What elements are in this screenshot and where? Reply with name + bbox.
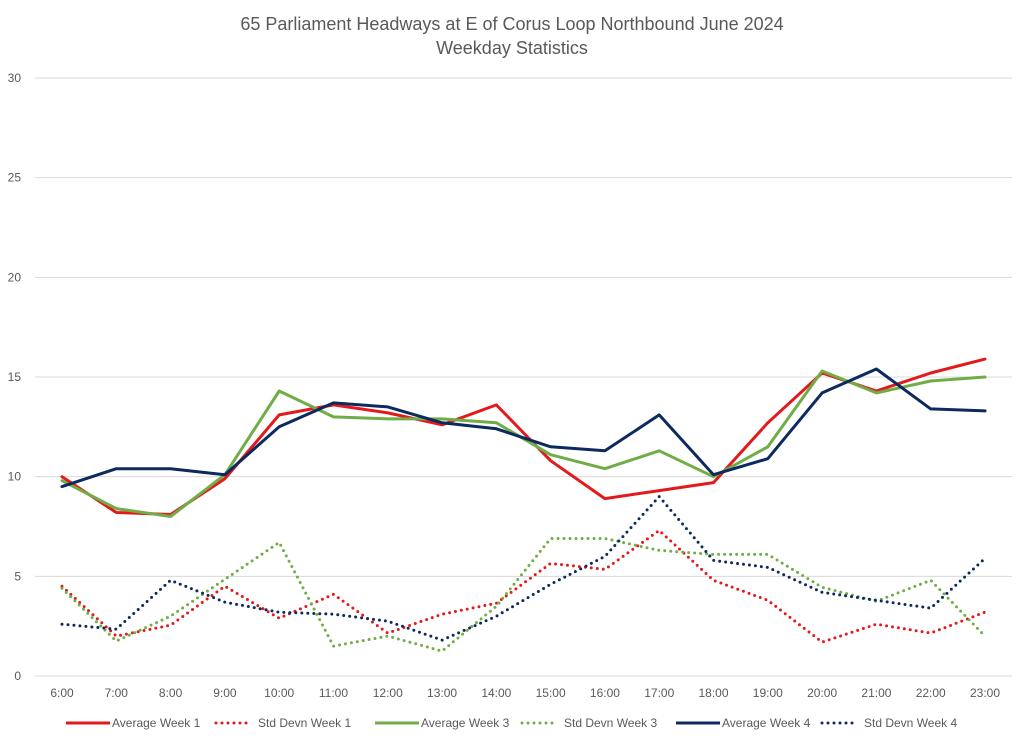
- legend-item: Std Devn Week 1: [214, 716, 351, 730]
- x-tick-label: 14:00: [481, 686, 511, 700]
- legend-item: Std Devn Week 4: [820, 716, 957, 730]
- legend: Average Week 1 Std Devn Week 1 Average Wee…: [66, 716, 957, 730]
- legend-item: Average Week 1: [66, 716, 201, 730]
- legend-label: Average Week 4: [722, 716, 811, 730]
- x-tick-label: 13:00: [427, 686, 457, 700]
- legend-item: Average Week 3: [375, 716, 510, 730]
- x-tick-label: 23:00: [970, 686, 1000, 700]
- x-tick-label: 21:00: [861, 686, 891, 700]
- legend-label: Std Devn Week 4: [864, 716, 957, 730]
- x-tick-label: 16:00: [590, 686, 620, 700]
- x-tick-label: 8:00: [159, 686, 183, 700]
- legend-label: Std Devn Week 3: [564, 716, 657, 730]
- x-tick-label: 6:00: [50, 686, 74, 700]
- y-tick-label: 10: [8, 470, 22, 484]
- chart-subtitle: Weekday Statistics: [436, 38, 588, 58]
- gridlines: [35, 77, 1012, 677]
- x-tick-label: 19:00: [753, 686, 783, 700]
- chart-title: 65 Parliament Headways at E of Corus Loo…: [240, 14, 783, 34]
- y-tick-label: 30: [8, 71, 22, 85]
- series-line-std-devn-week-4: [60, 495, 987, 642]
- series-line-average-week-4: [60, 367, 987, 489]
- y-tick-label: 20: [8, 270, 22, 284]
- x-axis-ticks: 6:00 7:00 8:00 9:00 10:00 11:00 12:00 13:00 14:0…: [50, 686, 1000, 700]
- x-tick-label: 17:00: [644, 686, 674, 700]
- legend-label: Std Devn Week 1: [258, 716, 351, 730]
- y-tick-label: 5: [14, 569, 21, 583]
- x-tick-label: 10:00: [264, 686, 294, 700]
- x-tick-label: 22:00: [916, 686, 946, 700]
- y-axis-ticks: 0 5 10 15 20 25 30: [8, 71, 22, 683]
- x-tick-label: 20:00: [807, 686, 837, 700]
- x-tick-label: 18:00: [699, 686, 729, 700]
- x-tick-label: 12:00: [373, 686, 403, 700]
- series-lines: [60, 357, 987, 653]
- y-tick-label: 15: [8, 370, 22, 384]
- x-tick-label: 15:00: [536, 686, 566, 700]
- x-tick-label: 11:00: [319, 686, 348, 700]
- legend-item: Average Week 4: [676, 716, 811, 730]
- x-tick-label: 9:00: [213, 686, 237, 700]
- x-tick-label: 7:00: [105, 686, 129, 700]
- legend-item: Std Devn Week 3: [520, 716, 657, 730]
- series-line-std-devn-week-1: [60, 529, 987, 644]
- y-tick-label: 0: [14, 669, 21, 683]
- legend-label: Average Week 3: [421, 716, 510, 730]
- legend-label: Average Week 1: [112, 716, 201, 730]
- y-tick-label: 25: [8, 171, 22, 185]
- series-line-average-week-3: [60, 369, 987, 518]
